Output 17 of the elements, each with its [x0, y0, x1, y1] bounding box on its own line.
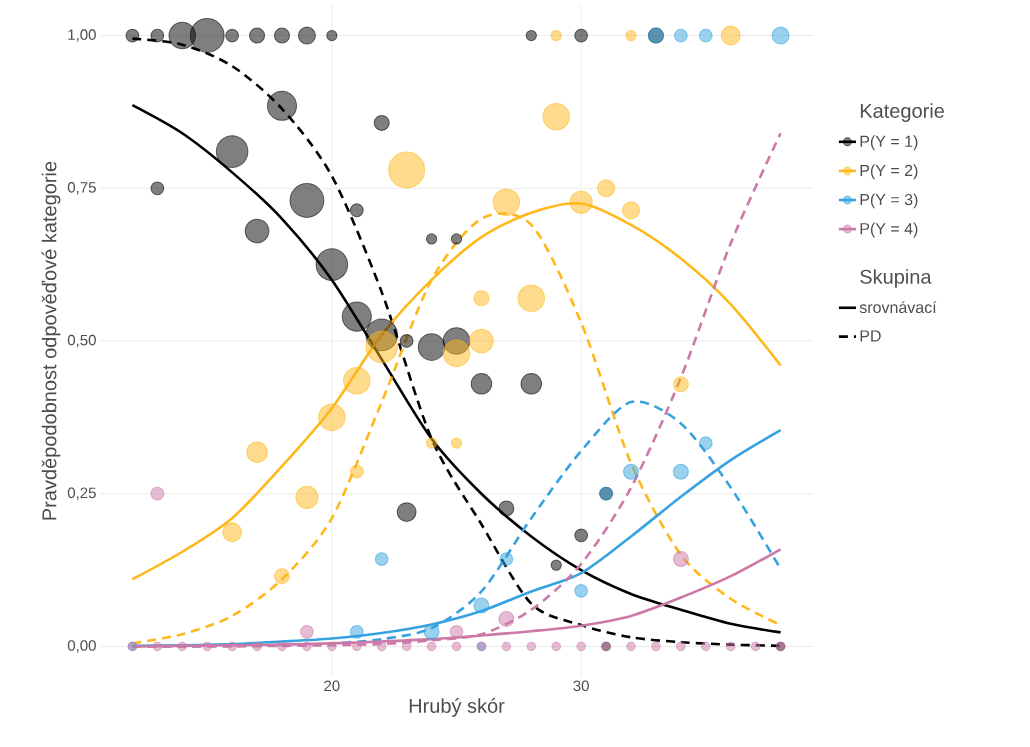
legend-label: P(Y = 2) — [860, 164, 918, 180]
y-tick-label: 0,75 — [67, 182, 96, 195]
y-tick-label: 0,25 — [67, 487, 96, 500]
y-tick-label: 0,00 — [67, 640, 96, 653]
y-axis-title: Pravděpodobnost odpověďové kategorie — [41, 161, 61, 520]
y-tick-label: 0,50 — [67, 334, 96, 348]
text: Skupina — [860, 269, 932, 288]
legend-label: srovnávací — [859, 301, 937, 314]
legend-label: PD — [860, 330, 881, 342]
legend-label: P(Y = 1) — [860, 135, 918, 151]
legend-label: P(Y = 3) — [860, 193, 918, 209]
legend-title: Kategorie — [860, 103, 944, 122]
x-tick-label: 30 — [573, 680, 589, 692]
x-axis-title: Hrubý skór — [409, 698, 505, 717]
y-tick-label: 1,00 — [68, 29, 96, 42]
x-tick-label: 20 — [324, 680, 340, 692]
legend-label: P(Y = 4) — [860, 222, 918, 238]
